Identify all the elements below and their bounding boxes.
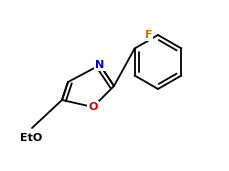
Text: F: F [144, 30, 152, 40]
Text: EtO: EtO [20, 133, 42, 143]
Text: O: O [88, 102, 98, 112]
Text: N: N [95, 60, 105, 70]
